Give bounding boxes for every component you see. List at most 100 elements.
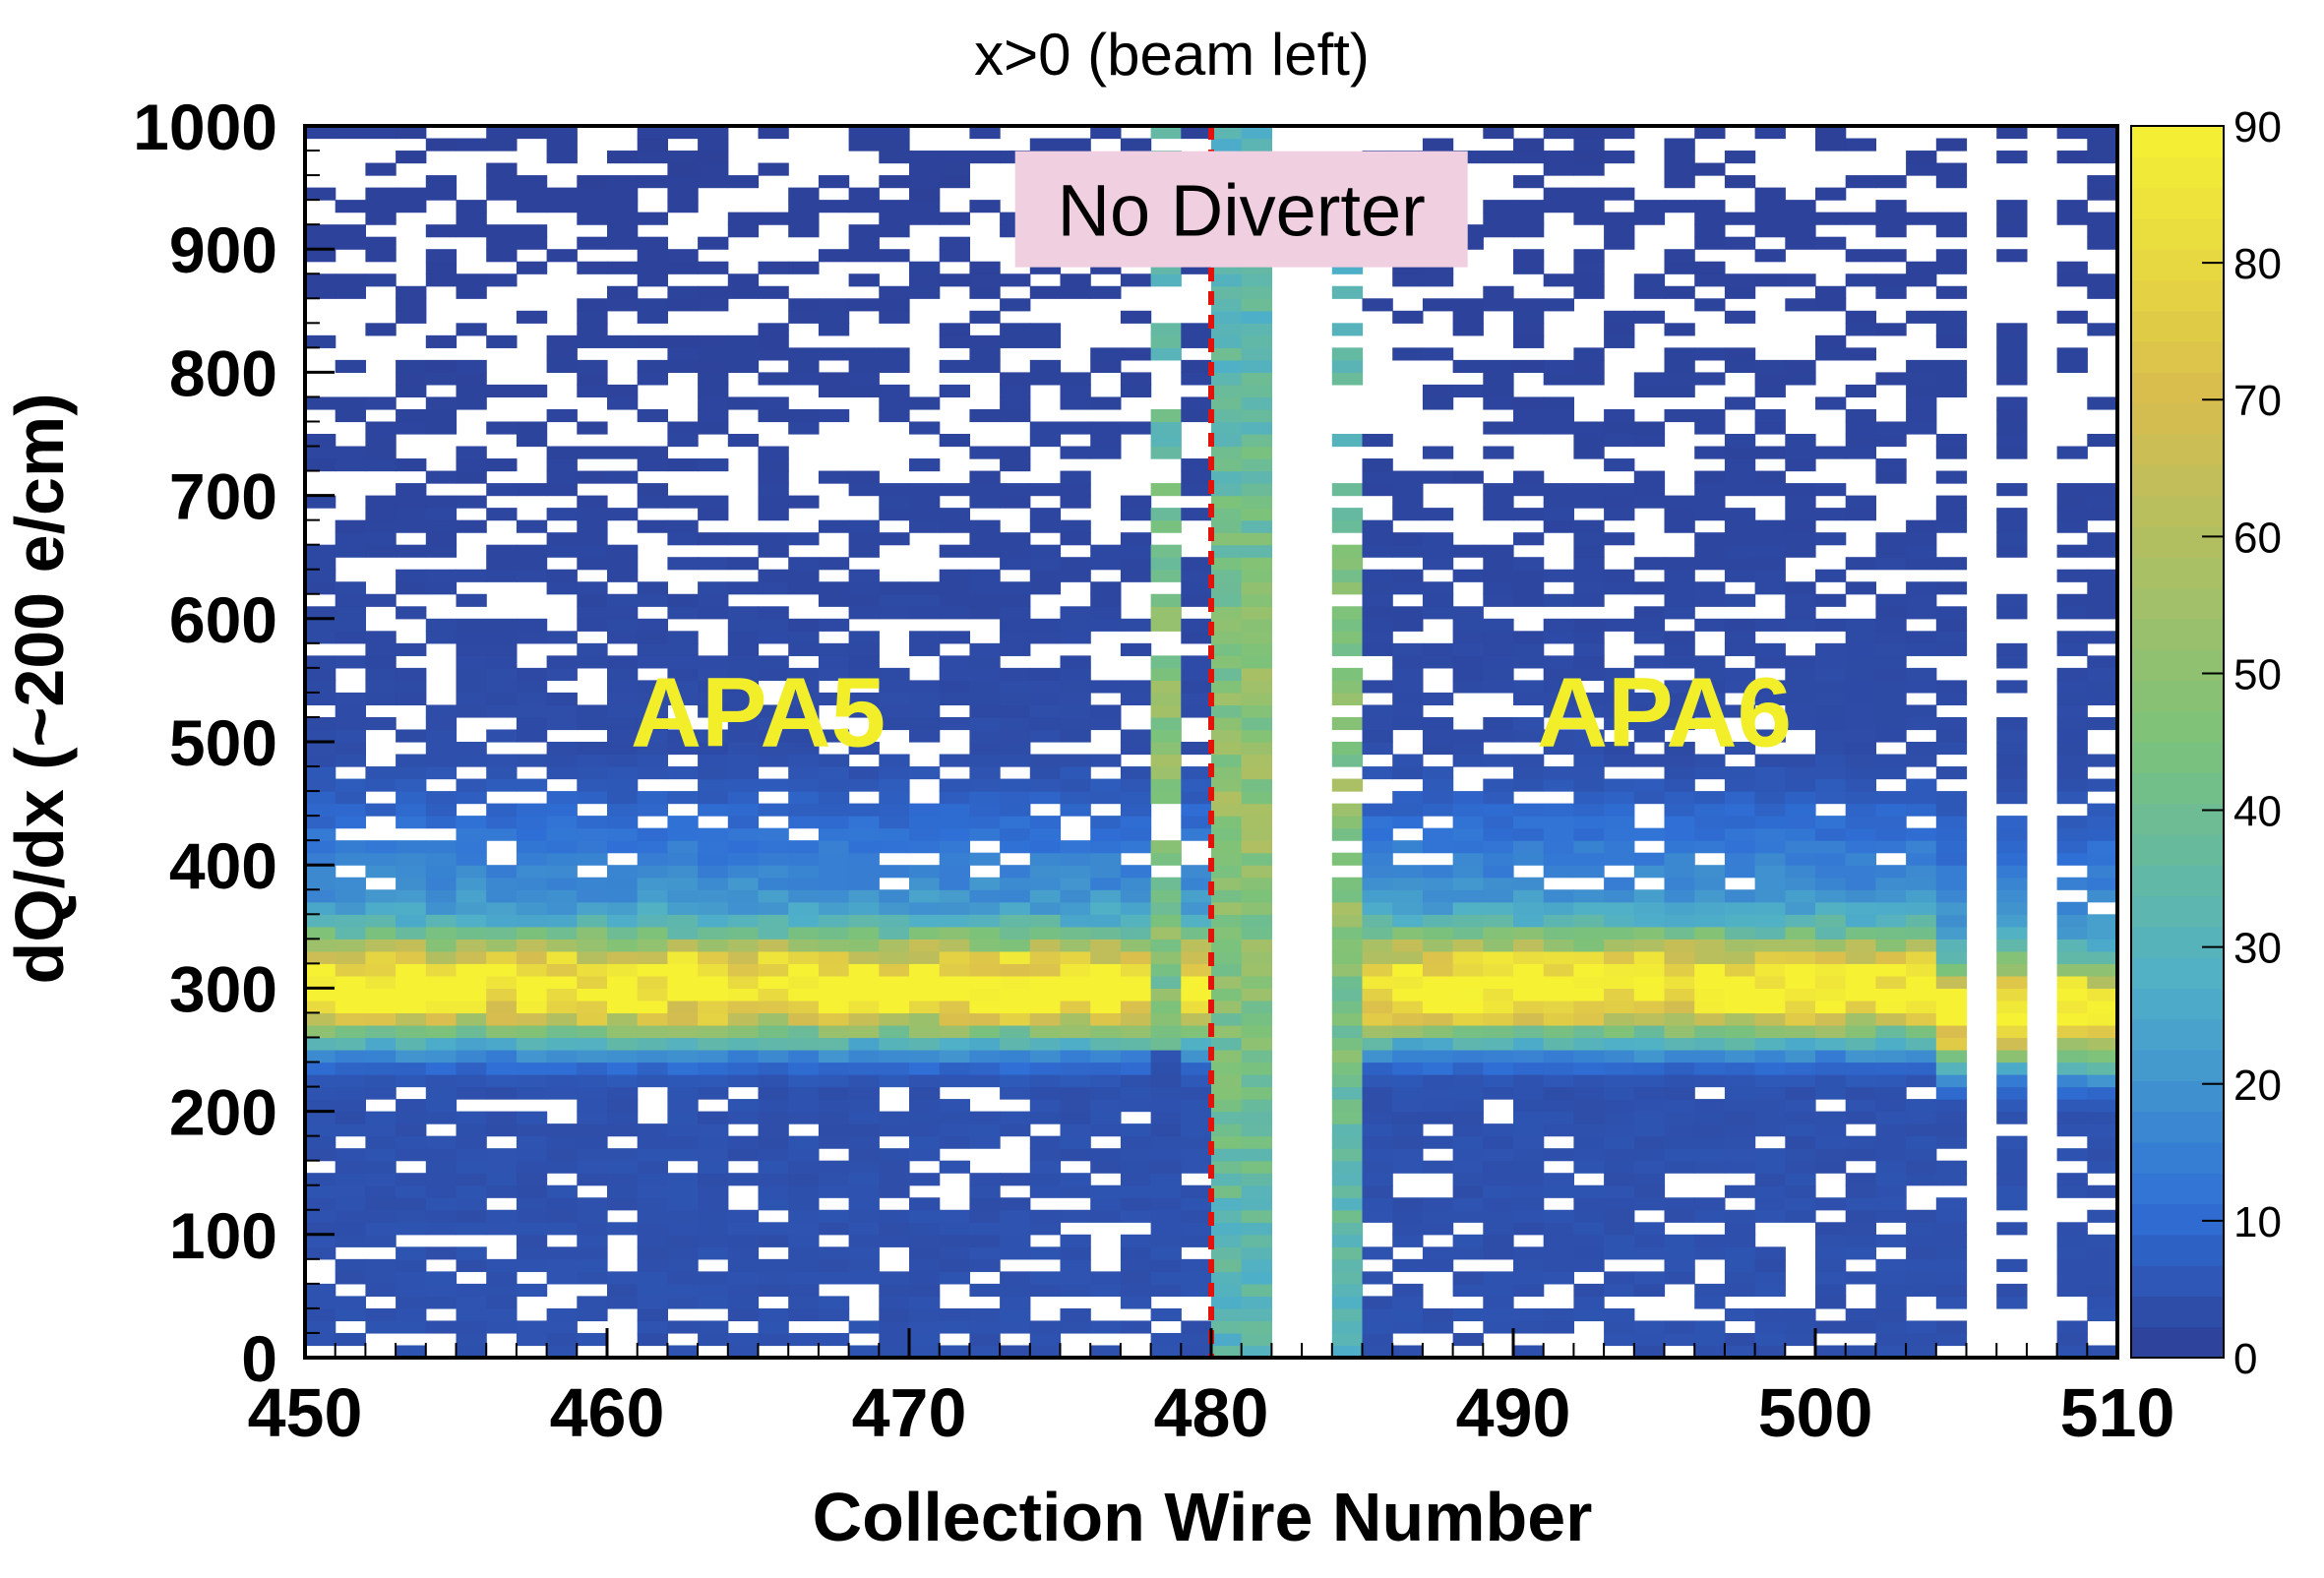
heatmap-cell [667,1135,699,1149]
heatmap-cell [1604,704,1635,718]
heatmap-cell [1362,963,1393,977]
heatmap-cell [516,680,548,694]
heatmap-cell [969,716,1001,731]
heatmap-cell [546,1307,578,1322]
heatmap-cell [1029,901,1062,915]
heatmap-cell [1090,434,1122,448]
heatmap-cell [1935,1332,1968,1347]
heatmap-cell [818,347,850,361]
heatmap-cell [667,1271,699,1285]
heatmap-cell [939,754,970,767]
heatmap-cell [727,273,760,287]
heatmap-cell [1181,396,1212,410]
heatmap-cell [1060,680,1091,694]
y-tick-label: 700 [169,460,277,533]
heatmap-cell [1724,544,1756,558]
heatmap-cell [879,1307,910,1322]
heatmap-cell [1513,631,1545,644]
heatmap-cell [516,1037,548,1051]
heatmap-cell [1694,1074,1726,1088]
heatmap-cell [1573,778,1605,792]
heatmap-cell [698,1148,729,1162]
heatmap-cell [1331,1197,1364,1211]
heatmap-cell [305,446,336,459]
heatmap-cell [1000,950,1031,964]
heatmap-cell [909,285,941,299]
heatmap-cell [2087,581,2118,595]
heatmap-cell [818,901,850,915]
heatmap-cell [698,667,729,681]
heatmap-cell [1150,1271,1182,1285]
heatmap-cell [516,914,548,928]
heatmap-cell [1392,692,1424,706]
heatmap-cell [1181,1050,1212,1063]
heatmap-cell [1000,1222,1031,1236]
heatmap-cell [1452,754,1484,767]
heatmap-cell [879,963,910,977]
heatmap-cell [2056,1000,2088,1014]
heatmap-cell [1241,1345,1272,1359]
heatmap-cell [969,889,1001,903]
heatmap-cell [305,1184,336,1198]
heatmap-cell [396,359,427,373]
heatmap-cell [1694,840,1726,854]
heatmap-cell [637,963,668,977]
heatmap-cell [969,1111,1001,1124]
heatmap-cell [607,939,639,952]
heatmap-cell [1604,950,1635,964]
heatmap-cell [1754,544,1786,558]
heatmap-cell [818,778,850,792]
heatmap-cell [335,889,366,903]
heatmap-cell [1513,729,1545,743]
heatmap-cell [1060,618,1091,632]
heatmap-cell [969,877,1001,890]
heatmap-cell [1664,631,1695,644]
heatmap-cell [1875,754,1907,767]
heatmap-cell [1331,1099,1364,1113]
heatmap-cell [486,187,518,201]
heatmap-cell [1331,1222,1364,1236]
heatmap-cell [1452,988,1484,1001]
heatmap-cell [486,138,518,152]
heatmap-cell [1694,1123,1726,1137]
heatmap-cell [1785,816,1816,829]
heatmap-cell [607,975,639,989]
heatmap-cell [1452,298,1484,312]
heatmap-cell [1785,840,1816,854]
heatmap-cell [1845,581,1876,595]
heatmap-cell [365,1173,397,1186]
heatmap-cell [1935,963,1968,977]
heatmap-cell [607,877,639,890]
heatmap-cell [2056,593,2088,607]
heatmap-cell [1120,1148,1152,1162]
heatmap-cell [577,508,608,521]
heatmap-cell [1935,1234,1968,1247]
heatmap-cell [2087,877,2118,890]
heatmap-cell [667,1099,699,1113]
no-diverter-label: No Diverter [1058,170,1426,252]
heatmap-cell [1513,1012,1545,1026]
heatmap-cell [546,1246,578,1260]
heatmap-cell [848,975,880,989]
heatmap-cell [365,1184,397,1198]
heatmap-cell [1422,1086,1454,1100]
heatmap-cell [1543,889,1574,903]
heatmap-cell [516,877,548,890]
heatmap-cell [909,1209,941,1223]
heatmap-cell [396,950,427,964]
heatmap-cell [1331,434,1364,448]
heatmap-cell [1935,1000,1968,1014]
heatmap-cell [1181,1209,1212,1223]
heatmap-cell [1543,975,1574,989]
heatmap-cell [818,1099,850,1113]
heatmap-cell [396,1246,427,1260]
heatmap-cell [727,434,760,448]
heatmap-cell [1029,914,1062,928]
heatmap-cell [1785,1062,1816,1075]
heatmap-cell [1724,939,1756,952]
heatmap-cell [1633,1062,1666,1075]
heatmap-cell [2087,544,2118,558]
heatmap-cell [727,988,760,1001]
heatmap-cell [1392,816,1424,829]
heatmap-cell [1060,975,1091,989]
